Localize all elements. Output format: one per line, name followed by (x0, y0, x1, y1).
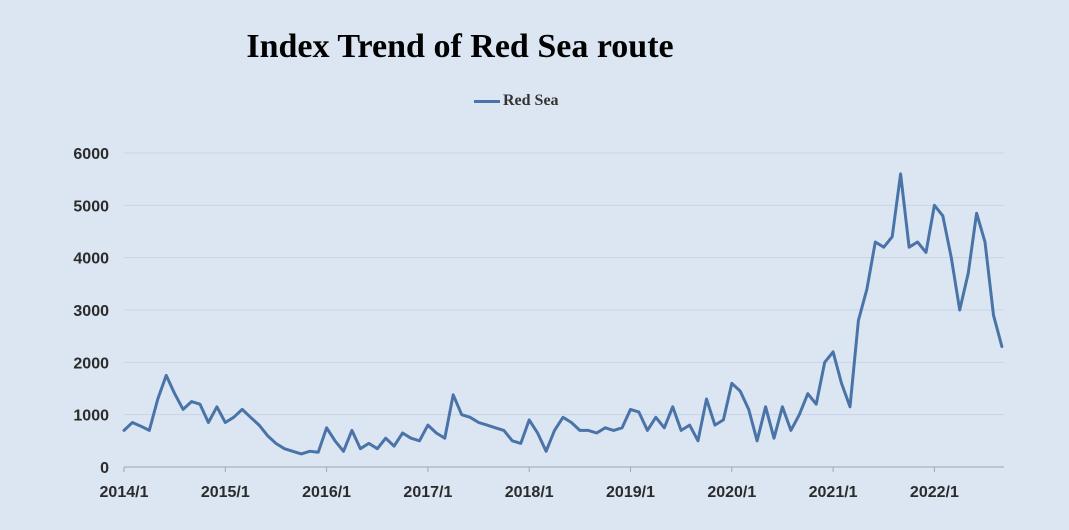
y-tick-label: 1000 (73, 408, 109, 425)
x-tick-label: 2014/1 (100, 484, 149, 501)
x-tick-label: 2019/1 (606, 484, 655, 501)
legend: Red Sea (474, 92, 559, 110)
y-tick-label: 6000 (73, 146, 109, 163)
x-tick-label: 2021/1 (809, 484, 858, 501)
x-tick-label: 2020/1 (707, 484, 756, 501)
series-line-red-sea (122, 172, 1004, 456)
chart-title: Index Trend of Red Sea route (246, 28, 674, 65)
y-tick-label: 0 (100, 460, 109, 477)
x-tick-label: 2015/1 (201, 484, 250, 501)
legend-swatch-red-sea (474, 99, 500, 103)
y-tick-label: 3000 (73, 303, 109, 320)
x-tick-label: 2022/1 (910, 484, 959, 501)
x-tick-label: 2016/1 (302, 484, 351, 501)
y-tick-label: 5000 (73, 198, 109, 215)
legend-label-red-sea: Red Sea (503, 92, 559, 109)
x-tick-label: 2017/1 (403, 484, 452, 501)
y-tick-label: 4000 (73, 251, 109, 268)
x-tick-label: 2018/1 (505, 484, 554, 501)
y-tick-label: 2000 (73, 355, 109, 372)
